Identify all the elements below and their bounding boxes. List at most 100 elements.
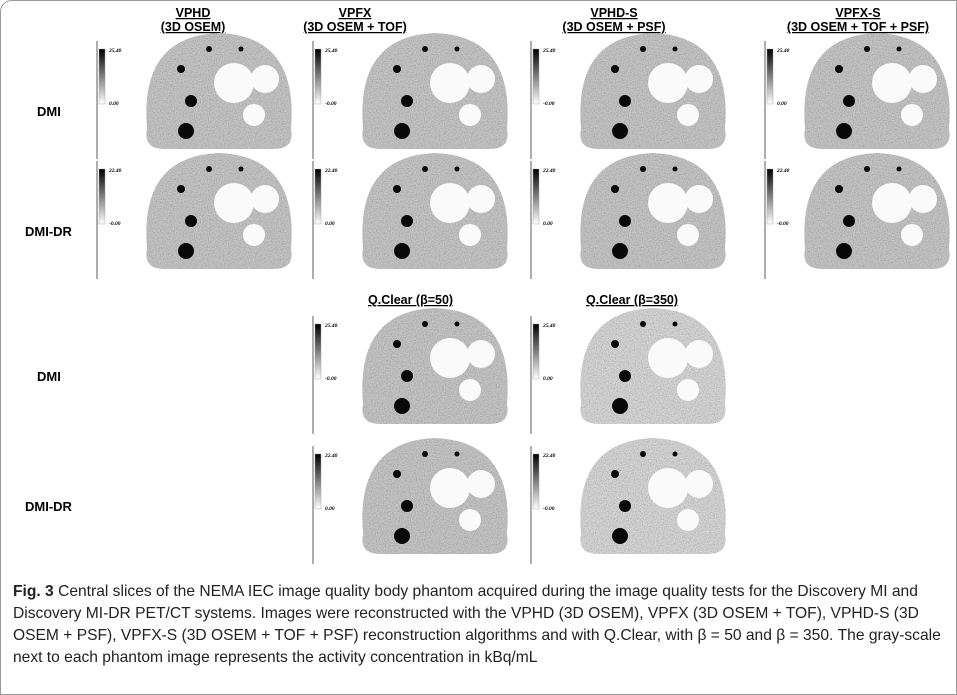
hot-sphere — [430, 183, 470, 223]
row-label: DMI-DR — [25, 499, 73, 514]
hot-sphere — [467, 185, 495, 213]
cold-sphere — [455, 322, 460, 327]
hot-sphere — [901, 224, 923, 246]
hot-sphere — [251, 65, 279, 93]
cold-sphere — [239, 167, 244, 172]
hot-sphere — [909, 65, 937, 93]
cold-sphere — [393, 185, 401, 193]
row-label: DMI-DR — [25, 224, 73, 239]
row-label: DMI — [37, 104, 61, 119]
colorbar-min: -0.00 — [325, 376, 337, 382]
cold-sphere — [673, 167, 678, 172]
colorbar-max: 22.40 — [776, 168, 790, 174]
caption-label: Fig. 3 — [13, 583, 54, 600]
hot-sphere — [872, 63, 912, 103]
cold-sphere — [619, 215, 631, 227]
cold-sphere — [836, 243, 852, 259]
colorbar — [533, 49, 539, 104]
cold-sphere — [422, 451, 428, 457]
hot-sphere — [685, 65, 713, 93]
caption: Fig. 3 Central slices of the NEMA IEC im… — [13, 581, 948, 669]
cold-sphere — [897, 167, 902, 172]
cold-sphere — [422, 166, 428, 172]
colorbar — [99, 49, 105, 104]
cold-sphere — [836, 123, 852, 139]
cold-sphere — [843, 215, 855, 227]
colorbar-min: 0.00 — [543, 221, 553, 227]
cold-sphere — [394, 123, 410, 139]
cold-sphere — [393, 340, 401, 348]
phantom-image — [362, 438, 507, 554]
hot-sphere — [467, 65, 495, 93]
hot-sphere — [677, 224, 699, 246]
cold-sphere — [640, 321, 646, 327]
phantom-image — [580, 153, 725, 269]
cold-sphere — [455, 452, 460, 457]
colorbar-max: 22.40 — [324, 168, 338, 174]
colorbar-min: -0.00 — [543, 101, 555, 107]
colorbar-max: 25.40 — [776, 48, 790, 54]
cold-sphere — [401, 95, 413, 107]
hot-sphere — [677, 104, 699, 126]
cold-sphere — [640, 451, 646, 457]
phantom-image — [146, 153, 291, 269]
phantom-image — [580, 438, 725, 554]
cold-sphere — [401, 370, 413, 382]
colorbar-min: -0.00 — [543, 506, 555, 512]
colorbar — [533, 324, 539, 379]
cold-sphere — [401, 215, 413, 227]
hot-sphere — [872, 183, 912, 223]
hot-sphere — [685, 185, 713, 213]
cold-sphere — [619, 500, 631, 512]
cold-sphere — [401, 500, 413, 512]
cold-sphere — [835, 185, 843, 193]
cold-sphere — [612, 123, 628, 139]
hot-sphere — [430, 468, 470, 508]
cold-sphere — [455, 47, 460, 52]
hot-sphere — [677, 509, 699, 531]
column-method: (3D OSEM) — [161, 20, 226, 34]
cold-sphere — [619, 370, 631, 382]
colorbar-min: -0.00 — [109, 221, 121, 227]
colorbar-min: 0.00 — [109, 101, 119, 107]
colorbar-max: 22.40 — [542, 168, 556, 174]
qclear-title: Q.Clear (β=350) — [586, 293, 678, 307]
colorbar-min: -0.00 — [325, 101, 337, 107]
colorbar-max: 25.40 — [324, 48, 338, 54]
phantom-image — [804, 153, 949, 269]
cold-sphere — [619, 95, 631, 107]
hot-sphere — [214, 183, 254, 223]
colorbar-min: 0.00 — [325, 506, 335, 512]
figure: VPHD(3D OSEM)VPFX(3D OSEM + TOF)VPHD-S(3… — [0, 0, 957, 695]
cold-sphere — [455, 167, 460, 172]
cold-sphere — [897, 47, 902, 52]
phantom-image — [580, 33, 725, 149]
colorbar — [533, 169, 539, 224]
cold-sphere — [843, 95, 855, 107]
hot-sphere — [251, 185, 279, 213]
cold-sphere — [178, 123, 194, 139]
caption-text: Central slices of the NEMA IEC image qua… — [13, 583, 941, 666]
colorbar-min: 0.00 — [325, 221, 335, 227]
phantom-image — [146, 33, 291, 149]
colorbar — [99, 169, 105, 224]
colorbar-max: 25.40 — [542, 323, 556, 329]
hot-sphere — [459, 379, 481, 401]
column-title: VPHD — [176, 6, 211, 20]
cold-sphere — [612, 243, 628, 259]
column-title: VPFX — [339, 6, 372, 20]
phantom-image — [580, 308, 725, 424]
cold-sphere — [611, 470, 619, 478]
colorbar-min: 0.00 — [543, 376, 553, 382]
hot-sphere — [459, 104, 481, 126]
hot-sphere — [685, 470, 713, 498]
hot-sphere — [901, 104, 923, 126]
hot-sphere — [648, 183, 688, 223]
colorbar-max: 25.40 — [108, 48, 122, 54]
qclear-title: Q.Clear (β=50) — [368, 293, 453, 307]
colorbar — [315, 454, 321, 509]
hot-sphere — [430, 63, 470, 103]
column-method: (3D OSEM + TOF) — [303, 20, 407, 34]
cold-sphere — [640, 166, 646, 172]
cold-sphere — [612, 398, 628, 414]
